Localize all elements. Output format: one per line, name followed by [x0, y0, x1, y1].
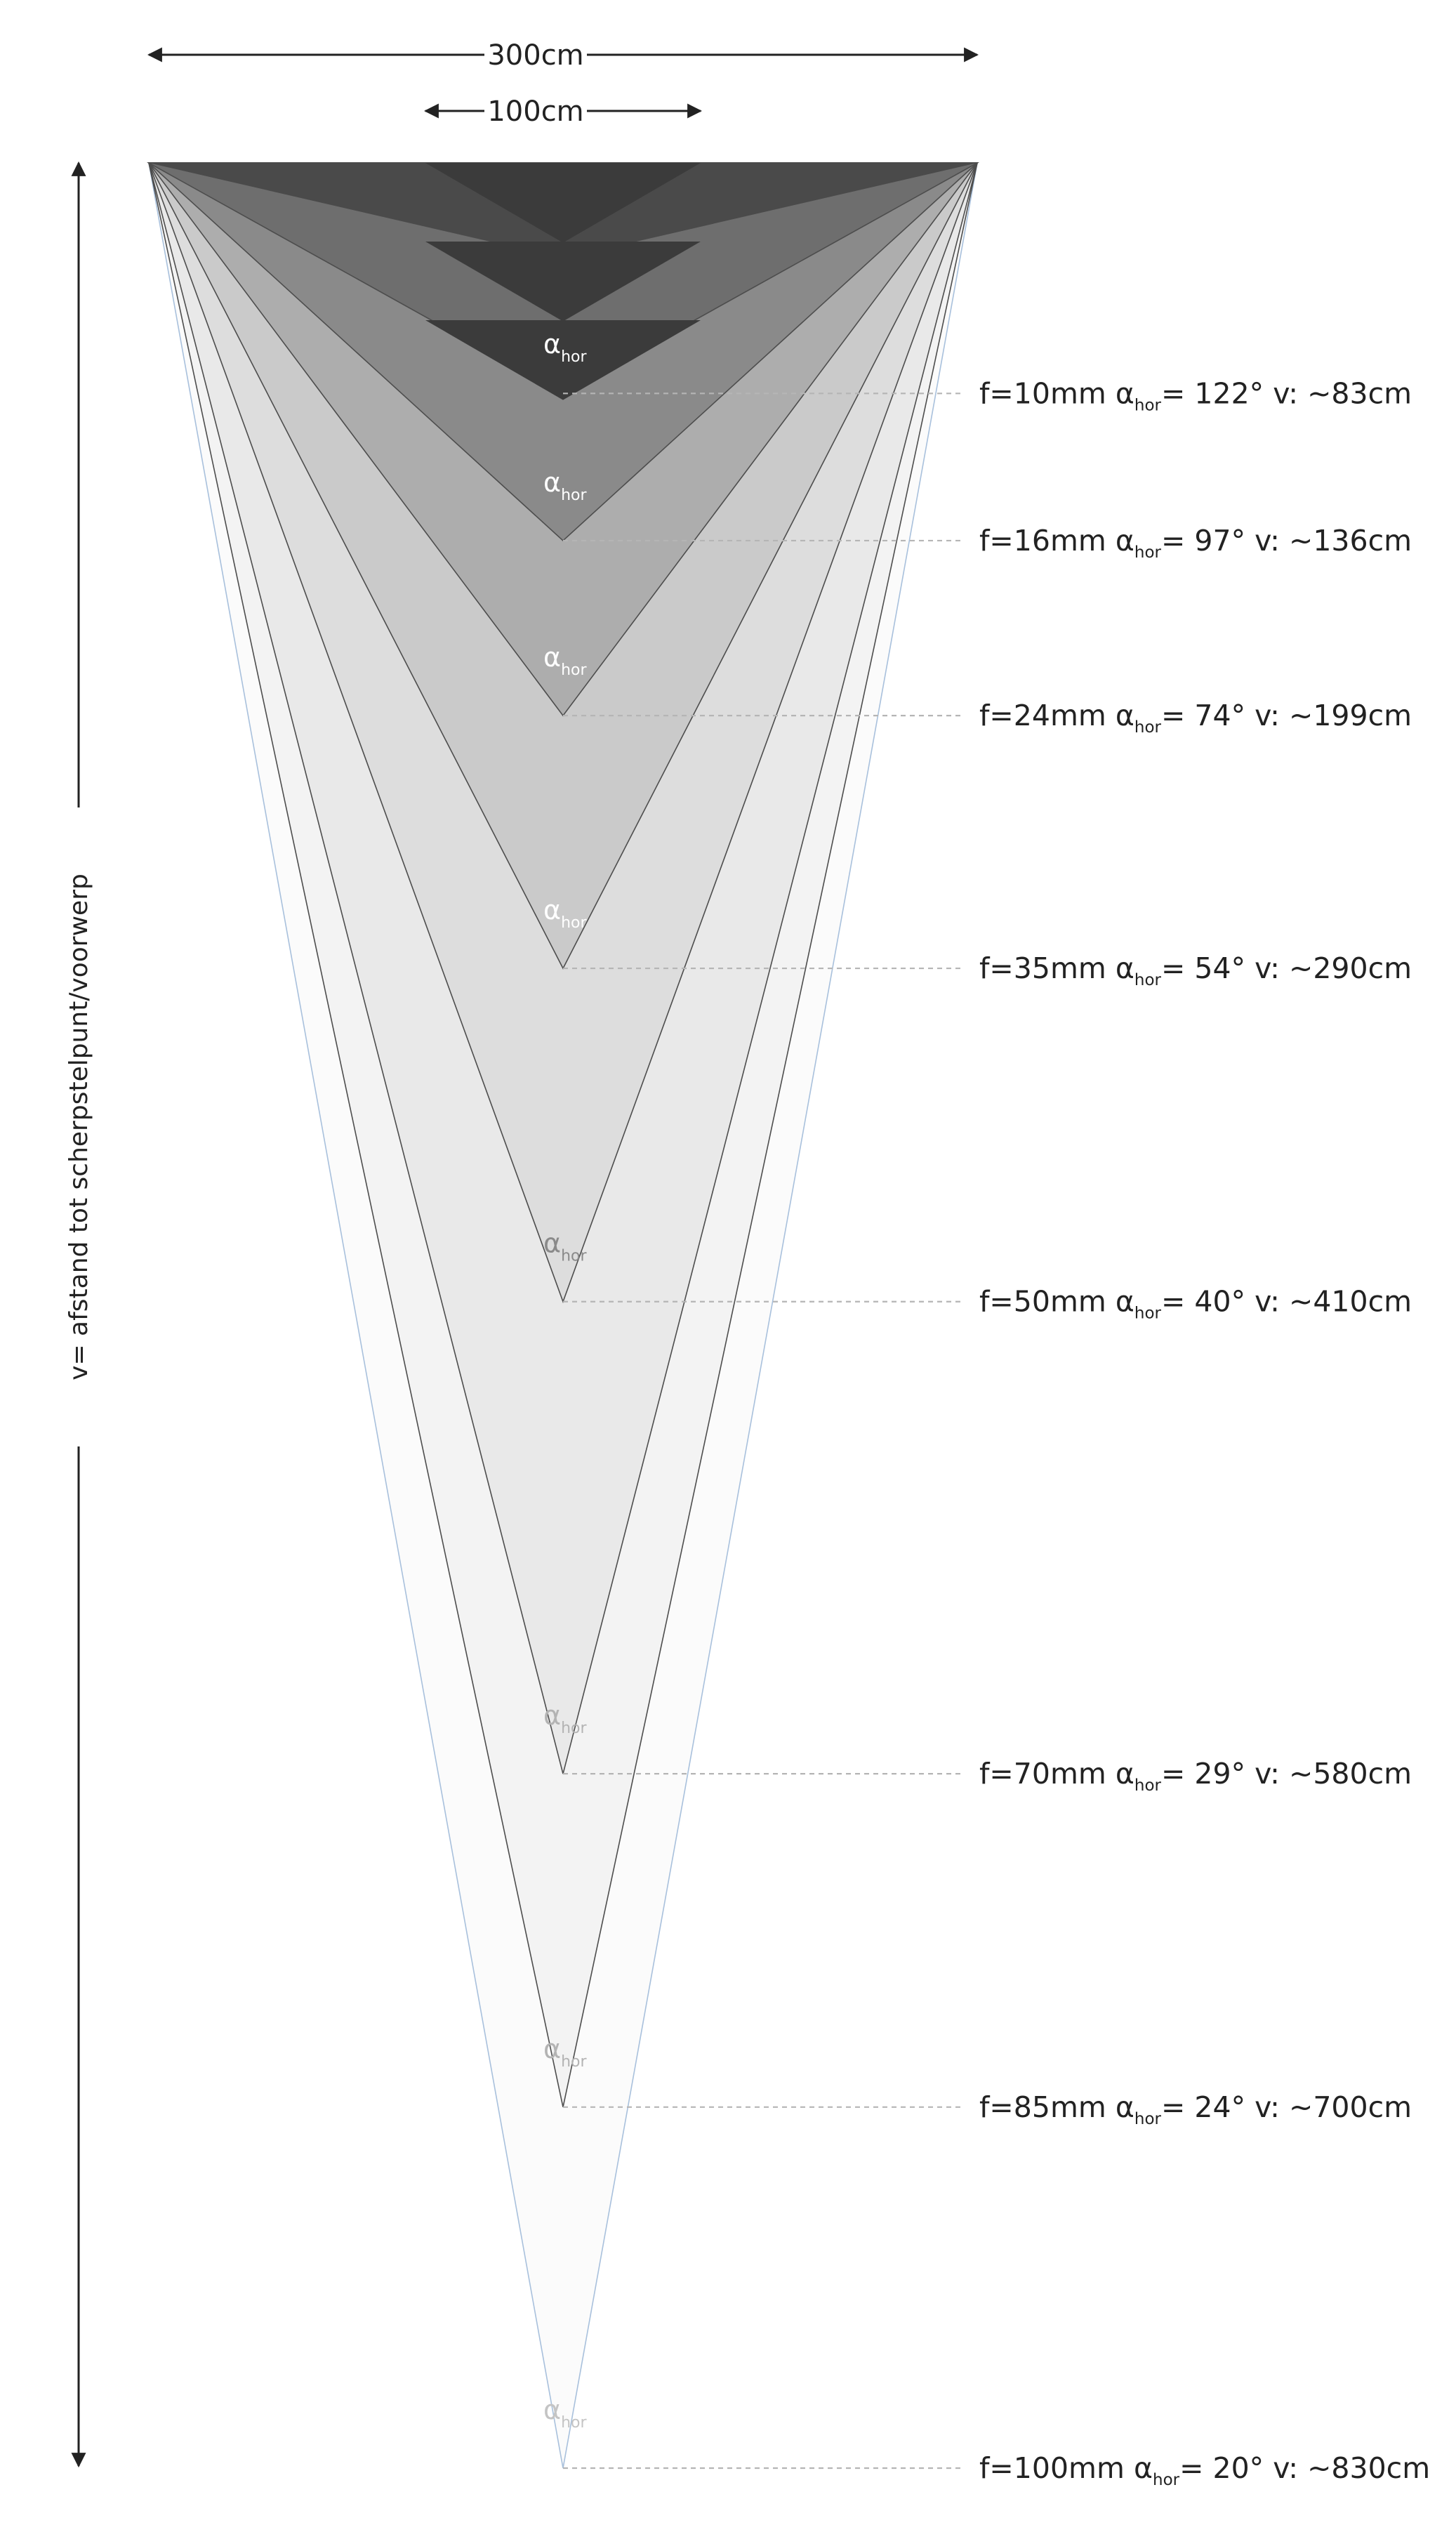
alpha-glyph: α [543, 895, 561, 925]
alpha-glyph: α [543, 1700, 561, 1731]
focus-distance: v: ~700cm [1255, 2090, 1412, 2124]
alpha-subscript: hor [1134, 2110, 1162, 2128]
top-band [149, 163, 977, 400]
alpha-subscript: hor [1134, 543, 1162, 562]
focus-distance: v: ~199cm [1255, 699, 1412, 732]
alpha-subscript: hor [1134, 1776, 1162, 1795]
focus-distance: v: ~83cm [1273, 376, 1412, 410]
alpha-glyph: α [1116, 524, 1134, 558]
view-angle: = 54° [1161, 951, 1255, 985]
alpha-symbol: αhor [543, 895, 587, 932]
alpha-subscript: hor [1153, 2471, 1180, 2489]
alpha-subscript: hor [1134, 718, 1162, 737]
alpha-subscript: hor [561, 2053, 587, 2071]
width-100-dimension: 100cm [423, 95, 703, 128]
alpha-symbol: αhor [543, 1228, 587, 1265]
inner-100cm-triangle [425, 320, 701, 400]
lens-label: f=50mm αhor= 40° v: ~410cm [979, 1285, 1412, 1323]
alpha-symbol: αhor [543, 642, 587, 679]
lens-label: f=85mm αhor= 24° v: ~700cm [979, 2090, 1412, 2128]
alpha-glyph: α [543, 2033, 561, 2064]
focus-distance: v: ~410cm [1255, 1285, 1412, 1319]
view-angle-triangles [146, 162, 980, 2469]
alpha-glyph: α [543, 642, 561, 673]
focal-length: f=85mm [979, 2090, 1116, 2124]
alpha-subscript: hor [561, 1720, 587, 1737]
alpha-subscript: hor [561, 661, 587, 679]
alpha-subscript: hor [1134, 971, 1162, 989]
alpha-subscript: hor [561, 487, 587, 504]
guide-lines [563, 393, 960, 2470]
alpha-subscript: hor [561, 914, 587, 932]
alpha-symbol: αhor [543, 329, 587, 366]
view-angle: = 20° [1179, 2451, 1273, 2485]
alpha-glyph: α [543, 1228, 561, 1259]
alpha-glyph: α [543, 329, 561, 360]
alpha-glyph: α [1116, 1285, 1134, 1319]
width-100-label: 100cm [487, 95, 583, 128]
view-angle: = 29° [1161, 1757, 1255, 1791]
lens-label: f=10mm αhor= 122° v: ~83cm [979, 376, 1412, 414]
lens-label: f=70mm αhor= 29° v: ~580cm [979, 1757, 1412, 1795]
focal-length: f=50mm [979, 1285, 1116, 1319]
inner-100cm-triangle [425, 163, 701, 243]
focus-distance: v: ~580cm [1255, 1757, 1412, 1791]
alpha-glyph: α [1116, 699, 1134, 732]
inner-100cm-triangle [425, 242, 701, 322]
focal-length: f=100mm [979, 2451, 1134, 2485]
focus-distance: v: ~290cm [1255, 951, 1412, 985]
alpha-glyph: α [1116, 2090, 1134, 2124]
focal-length: f=24mm [979, 699, 1116, 732]
alpha-subscript: hor [561, 1248, 587, 1265]
focal-length: f=16mm [979, 524, 1116, 558]
alpha-subscript: hor [561, 2414, 587, 2432]
focal-length: f=10mm [979, 376, 1116, 410]
alpha-symbol: αhor [543, 1700, 587, 1737]
alpha-glyph: α [543, 467, 561, 498]
lens-label: f=100mm αhor= 20° v: ~830cm [979, 2451, 1430, 2489]
alpha-glyph: α [1116, 376, 1134, 410]
alpha-glyph: α [1134, 2451, 1153, 2485]
alpha-symbol: αhor [543, 467, 587, 504]
width-300-label: 300cm [487, 39, 583, 72]
alpha-glyph: α [1116, 1757, 1134, 1791]
alpha-symbol: αhor [543, 2033, 587, 2071]
lens-label: f=35mm αhor= 54° v: ~290cm [979, 951, 1412, 989]
view-angle: = 122° [1161, 376, 1273, 410]
alpha-subscript: hor [561, 348, 587, 366]
lens-label: f=16mm αhor= 97° v: ~136cm [979, 524, 1412, 562]
lens-label: f=24mm αhor= 74° v: ~199cm [979, 699, 1412, 737]
focus-distance: v: ~136cm [1255, 524, 1412, 558]
focus-distance: v: ~830cm [1273, 2451, 1430, 2485]
width-300-dimension: 300cm [147, 39, 979, 72]
alpha-subscript: hor [1134, 1305, 1162, 1323]
view-angle: = 40° [1161, 1285, 1255, 1319]
view-angle: = 74° [1161, 699, 1255, 732]
alpha-symbol: αhor [543, 2394, 587, 2432]
view-angle: = 97° [1161, 524, 1255, 558]
alpha-glyph: α [543, 2394, 561, 2425]
distance-axis-label: v= afstand tot scherpstelpunt/voorwerp [65, 873, 93, 1380]
distance-axis: v= afstand tot scherpstelpunt/voorwerp [65, 161, 93, 2468]
focal-length: f=70mm [979, 1757, 1116, 1791]
view-angle: = 24° [1161, 2090, 1255, 2124]
alpha-glyph: α [1116, 951, 1134, 985]
alpha-subscript: hor [1134, 396, 1162, 414]
focal-length: f=35mm [979, 951, 1116, 985]
